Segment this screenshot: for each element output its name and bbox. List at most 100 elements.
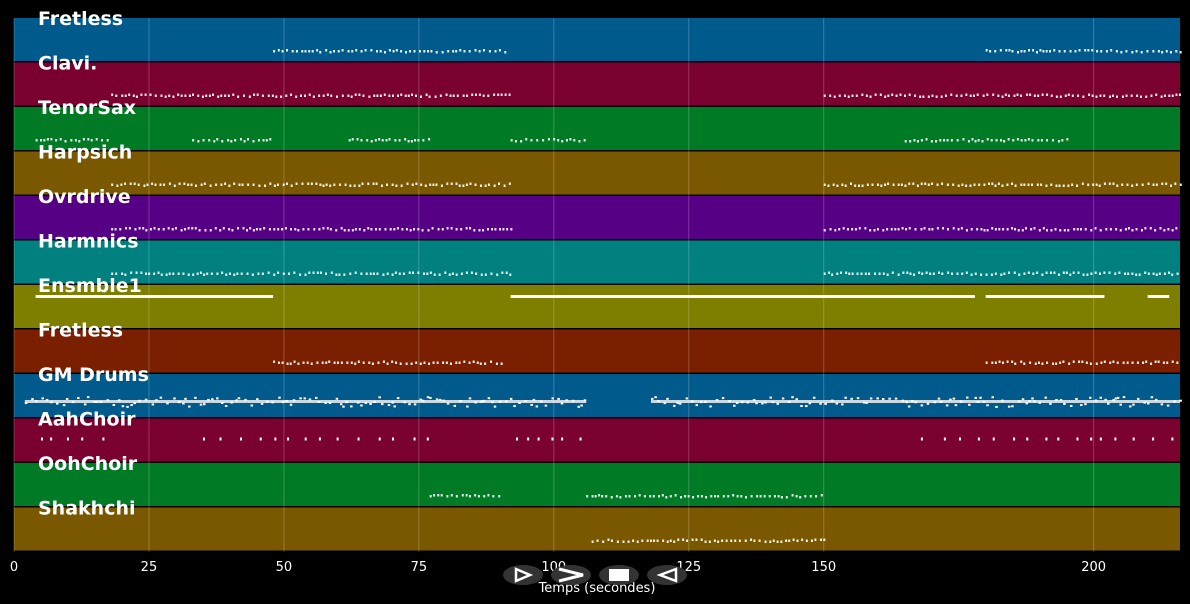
- note-mark: [303, 94, 306, 97]
- note-mark: [311, 50, 314, 53]
- note-mark: [1112, 94, 1115, 97]
- rewind-button[interactable]: [647, 565, 687, 585]
- note-mark: [459, 49, 462, 52]
- note-mark: [591, 495, 594, 498]
- note-mark: [1024, 227, 1027, 230]
- note-mark: [930, 182, 933, 185]
- note-mark: [980, 228, 983, 231]
- note-mark: [487, 494, 490, 497]
- note-mark: [960, 94, 963, 97]
- note-mark: [1147, 272, 1150, 275]
- note-mark: [466, 405, 469, 408]
- note-mark: [267, 271, 270, 274]
- note-mark: [997, 94, 1000, 97]
- note-mark: [1142, 361, 1145, 364]
- note-mark: [850, 182, 853, 185]
- note-mark: [111, 183, 114, 186]
- note-mark: [476, 361, 479, 364]
- note-mark: [1161, 51, 1164, 54]
- note-mark: [583, 399, 587, 402]
- note-mark: [1007, 405, 1011, 408]
- note-mark: [208, 94, 211, 97]
- note-mark: [422, 139, 425, 142]
- note-mark: [674, 494, 677, 497]
- note-mark: [395, 49, 398, 52]
- note-mark: [81, 437, 84, 441]
- note-mark: [1165, 182, 1168, 185]
- note-mark: [1061, 139, 1064, 142]
- note-mark: [221, 140, 224, 143]
- note-mark: [936, 183, 939, 186]
- notes-layer: [24, 49, 1182, 543]
- note-mark: [463, 50, 466, 53]
- note-mark: [1145, 95, 1148, 98]
- note-mark: [455, 495, 458, 498]
- note-mark: [721, 397, 725, 400]
- note-mark: [985, 49, 988, 52]
- note-mark: [450, 182, 453, 185]
- note-mark: [275, 95, 278, 98]
- note-mark: [833, 95, 836, 98]
- note-mark: [441, 228, 444, 231]
- note-mark: [184, 228, 187, 231]
- note-mark: [649, 495, 652, 498]
- note-mark: [578, 140, 581, 143]
- note-mark: [322, 227, 325, 230]
- note-mark: [1136, 94, 1139, 97]
- note-mark: [340, 361, 343, 364]
- note-mark: [183, 182, 186, 185]
- note-mark: [880, 184, 883, 187]
- note-mark: [427, 229, 430, 232]
- note-mark: [285, 399, 288, 402]
- note-mark: [1105, 50, 1108, 53]
- note-mark: [1055, 362, 1058, 365]
- note-mark: [285, 182, 288, 185]
- note-mark: [1129, 405, 1132, 408]
- note-mark: [148, 272, 151, 275]
- note-mark: [1152, 272, 1155, 275]
- note-mark: [976, 401, 980, 404]
- note-mark: [358, 228, 361, 231]
- note-mark: [928, 228, 931, 231]
- note-mark: [479, 362, 482, 365]
- note-mark: [220, 94, 223, 97]
- note-mark: [180, 229, 183, 232]
- note-mark: [436, 361, 439, 364]
- note-mark: [383, 93, 386, 96]
- fast-forward-button[interactable]: [551, 565, 591, 585]
- note-mark: [224, 405, 228, 408]
- note-mark: [40, 139, 43, 142]
- note-mark: [445, 93, 448, 96]
- note-mark: [768, 495, 771, 498]
- note-mark: [1059, 398, 1063, 401]
- note-mark: [216, 397, 219, 400]
- note-mark: [378, 396, 381, 399]
- note-mark: [316, 49, 319, 52]
- note-mark: [494, 228, 497, 231]
- note-mark: [1119, 403, 1122, 406]
- note-mark: [998, 228, 1001, 231]
- note-mark: [246, 138, 249, 141]
- note-mark: [325, 49, 328, 52]
- note-mark: [354, 362, 357, 365]
- note-mark: [1029, 361, 1032, 364]
- play-button[interactable]: [503, 565, 543, 585]
- note-mark: [423, 361, 426, 364]
- note-mark: [460, 272, 463, 275]
- stop-button[interactable]: [599, 565, 639, 585]
- note-mark: [438, 273, 441, 276]
- note-mark: [106, 139, 109, 142]
- note-mark: [345, 401, 348, 404]
- note-mark: [1025, 402, 1029, 405]
- note-mark: [121, 272, 124, 275]
- note-mark: [333, 361, 336, 364]
- note-mark: [1112, 360, 1115, 363]
- note-mark: [1098, 184, 1101, 187]
- note-mark: [1046, 361, 1049, 364]
- note-mark: [504, 400, 508, 403]
- note-mark: [361, 182, 364, 185]
- x-axis: 0 25 50 75 100 125 150 200: [10, 560, 1106, 575]
- note-mark: [1062, 360, 1065, 363]
- note-mark: [482, 49, 485, 52]
- note-mark: [386, 272, 389, 275]
